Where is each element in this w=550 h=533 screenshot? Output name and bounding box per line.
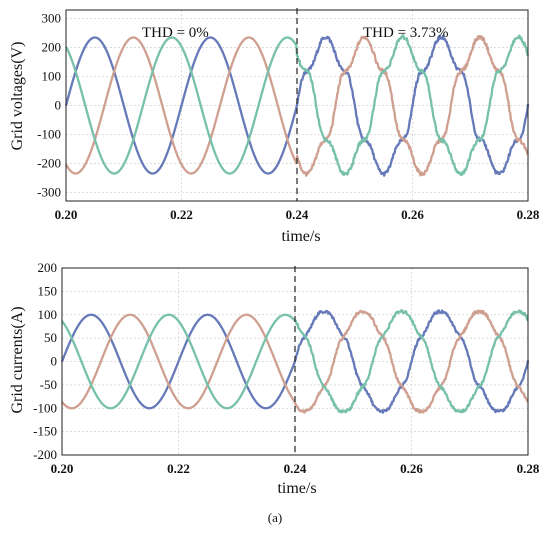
y-tick-label: -200 xyxy=(37,155,61,170)
x-tick-label: 0.22 xyxy=(167,461,190,476)
y-tick-label: 100 xyxy=(42,69,62,84)
x-tick-label: 0.26 xyxy=(401,207,424,222)
series-line-phase-b xyxy=(64,34,530,177)
y-tick-label: -300 xyxy=(37,184,61,199)
series-line-phase-b xyxy=(61,309,529,414)
x-tick-label: 0.20 xyxy=(55,207,78,222)
series-line-phase-c xyxy=(64,34,530,177)
y-tick-label: -150 xyxy=(33,424,57,439)
x-tick-label: 0.26 xyxy=(400,461,423,476)
plot-frame xyxy=(65,9,529,202)
thd-before-annotation: THD = 0% xyxy=(142,25,209,41)
y-tick-label: 150 xyxy=(38,283,58,298)
plot-frame xyxy=(61,267,529,456)
y-tick-label: 100 xyxy=(38,307,58,322)
y-tick-label: -50 xyxy=(40,377,57,392)
series-line-phase-a xyxy=(64,34,530,177)
x-tick-label: 0.28 xyxy=(517,461,540,476)
x-tick-label: 0.24 xyxy=(284,461,307,476)
x-tick-label: 0.20 xyxy=(51,461,74,476)
y-tick-label: 0 xyxy=(51,354,58,369)
x-tick-label: 0.28 xyxy=(517,207,540,222)
y-tick-label: 200 xyxy=(38,260,58,275)
x-tick-label: 0.22 xyxy=(170,207,193,222)
thd-after-annotation: THD = 3.73% xyxy=(363,25,449,41)
x-axis-label: time/s xyxy=(277,480,316,497)
y-tick-label: 300 xyxy=(42,11,62,26)
y-tick-label: 0 xyxy=(55,98,62,113)
y-axis-label: Grid voltages(V) xyxy=(9,42,26,151)
y-tick-label: 50 xyxy=(44,330,57,345)
y-tick-label: -100 xyxy=(37,126,61,141)
y-tick-label: -200 xyxy=(33,447,57,462)
y-tick-label: 200 xyxy=(42,40,62,55)
x-tick-label: 0.24 xyxy=(286,207,309,222)
voltage-chart: 300 200 100 0 -100 -200 -300 0.20 0.22 0.24 0.26 0… xyxy=(9,8,540,245)
current-chart: 200 150 100 50 0 -50 -100 -150 -200 0.20 0.22 0.24… xyxy=(9,260,540,497)
x-axis-label: time/s xyxy=(281,228,320,245)
figure-caption: (a) xyxy=(268,510,282,525)
y-tick-label: -100 xyxy=(33,400,57,415)
y-axis-label: Grid currents(A) xyxy=(9,306,26,413)
